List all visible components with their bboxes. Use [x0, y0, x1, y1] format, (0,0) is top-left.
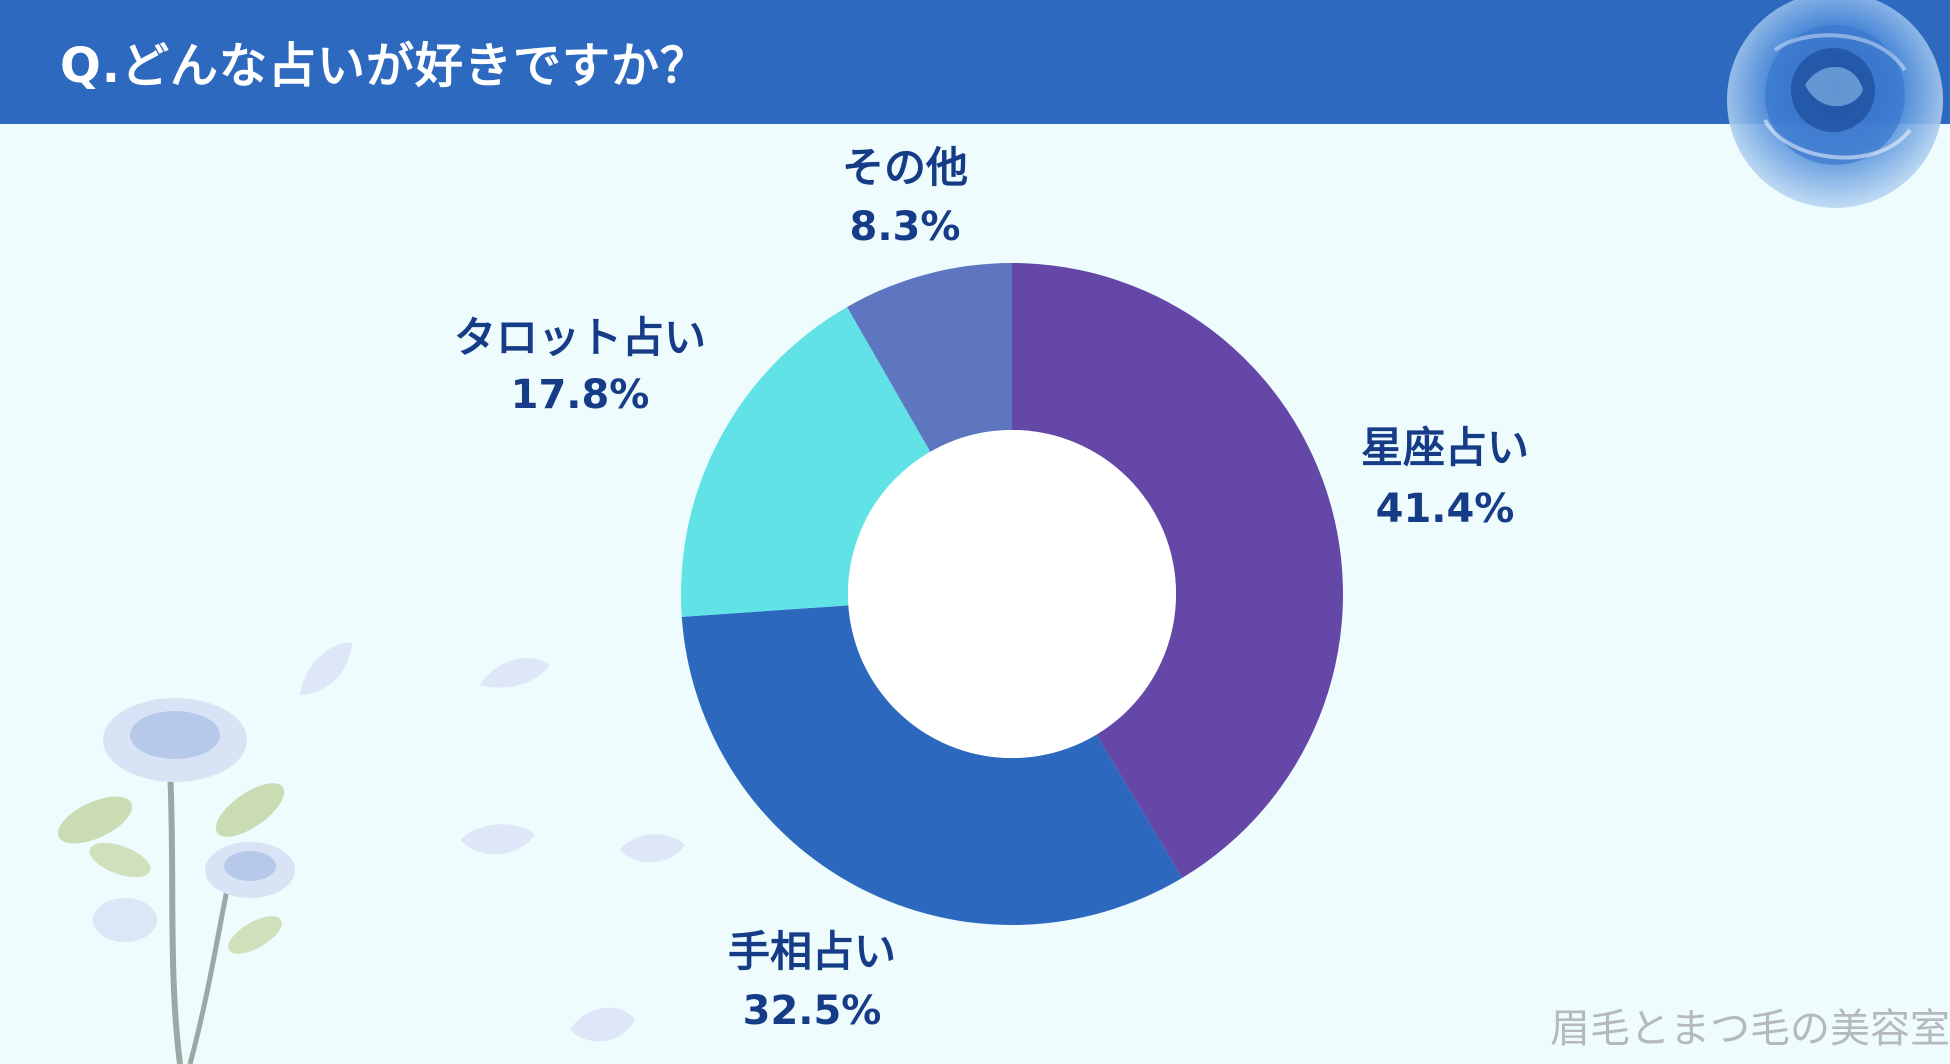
- petal-icon: [480, 657, 550, 688]
- petal-icon: [460, 824, 535, 855]
- slice-name: タロット占い: [454, 313, 706, 362]
- slice-value: 17.8%: [511, 372, 650, 418]
- slice-label-tarot: タロット占い 17.8%: [454, 313, 706, 418]
- slice-name: 星座占い: [1361, 423, 1529, 472]
- petal-icon: [570, 1007, 635, 1042]
- slice-name: その他: [842, 143, 968, 192]
- slice-label-seiza: 星座占い 41.4%: [1361, 423, 1529, 532]
- header-bar: Q.どんな占いが好きですか？: [0, 0, 1950, 124]
- slice-value: 41.4%: [1376, 486, 1515, 532]
- slice-value: 32.5%: [743, 988, 882, 1034]
- white-rose-stem-icon: [57, 698, 295, 1064]
- slice-label-teso: 手相占い 32.5%: [728, 927, 896, 1034]
- donut-hole: [848, 430, 1176, 758]
- slice-seiza: [1012, 263, 1344, 878]
- petal-icon: [300, 642, 352, 695]
- slice-other: [847, 263, 1012, 452]
- slice-name: 手相占い: [728, 927, 896, 976]
- slice-teso: [681, 605, 1183, 925]
- slice-label-other: その他 8.3%: [842, 143, 968, 250]
- blue-rose-icon: [1727, 0, 1943, 208]
- page-title: Q.どんな占いが好きですか？: [60, 38, 710, 94]
- slice-tarot: [681, 306, 931, 617]
- watermark: 眉毛とまつ毛の美容室: [1550, 1006, 1950, 1052]
- petal-icon: [620, 834, 685, 863]
- slice-value: 8.3%: [850, 204, 961, 250]
